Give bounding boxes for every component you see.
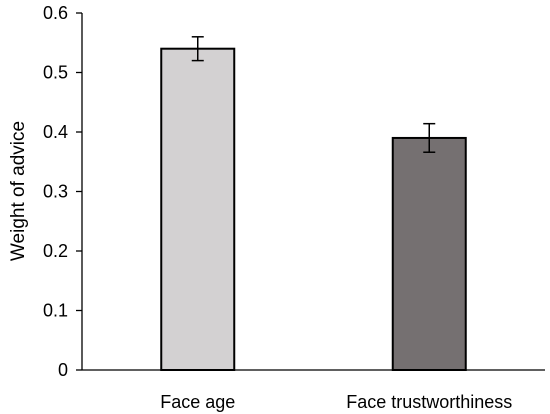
y-tick-label: 0 — [58, 360, 68, 380]
bar — [160, 47, 236, 371]
x-category-label: Face age — [160, 392, 235, 412]
y-tick-label: 0.5 — [43, 63, 68, 83]
error-bars-layer — [191, 36, 436, 153]
y-axis-title: Weight of advice — [8, 121, 29, 261]
y-tick-label: 0.3 — [43, 182, 68, 202]
axes-layer — [76, 12, 545, 371]
y-tick-label: 0.1 — [43, 301, 68, 321]
bar — [391, 136, 467, 371]
y-tick-label: 0.4 — [43, 122, 68, 142]
y-tick-label: 0.2 — [43, 241, 68, 261]
labels-layer: 0 0.1 0.2 0.3 0.4 0.5 0.6 Face age Face trustwor… — [43, 3, 512, 412]
x-category-label: Face trustworthiness — [346, 392, 512, 412]
y-tick-label: 0.6 — [43, 3, 68, 23]
bars-layer — [160, 47, 467, 371]
